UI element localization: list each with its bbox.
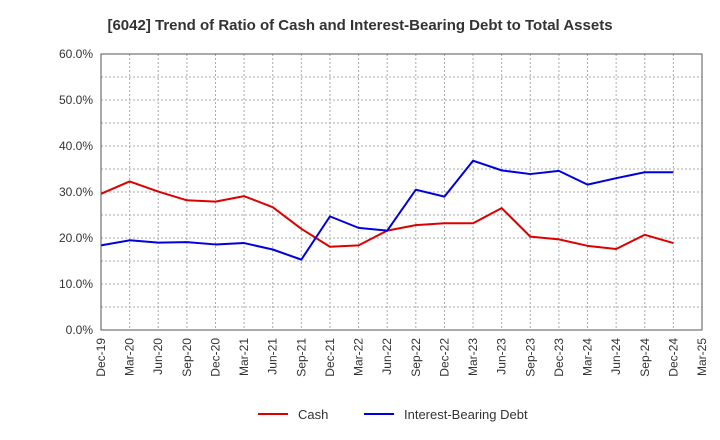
x-axis: Dec-19 Mar-20 Jun-20 Sep-20 Dec-20 Mar-21 Jun-… [94,338,709,377]
x-tick-label: Dec-22 [437,338,451,377]
x-tick-label: Jun-20 [151,338,165,375]
series-line-interest-bearing-debt [100,159,674,261]
legend: Cash Interest-Bearing Debt [258,407,528,422]
x-tick-label: Sep-21 [294,338,308,377]
chart-title: [6042] Trend of Ratio of Cash and Intere… [107,17,612,34]
series-group [100,159,674,261]
grid [100,53,703,331]
x-tick-label: Sep-20 [180,338,194,377]
y-tick-label: 60.0% [59,47,93,61]
y-tick-label: 20.0% [59,231,93,245]
x-tick-label: Mar-23 [466,338,480,376]
x-tick-label: Dec-21 [323,338,337,377]
x-tick-label: Jun-24 [609,338,623,375]
x-tick-label: Sep-24 [638,338,652,377]
legend-label: Cash [298,407,328,422]
x-tick-label: Sep-22 [409,338,423,377]
x-tick-label: Mar-22 [352,338,366,376]
y-tick-label: 40.0% [59,139,93,153]
plot-frame [100,53,703,331]
y-axis: 0.0% 10.0% 20.0% 30.0% 40.0% 50.0% 60.0% [59,47,93,337]
x-tick-label: Dec-23 [552,338,566,377]
x-tick-label: Dec-19 [94,338,108,377]
x-tick-label: Sep-23 [523,338,537,377]
x-tick-label: Mar-20 [123,338,137,376]
y-tick-label: 30.0% [59,185,93,199]
y-tick-label: 0.0% [66,323,94,337]
x-tick-label: Mar-21 [237,338,251,376]
x-tick-label: Dec-24 [666,338,680,377]
x-tick-label: Jun-23 [495,338,509,375]
legend-label: Interest-Bearing Debt [404,407,528,422]
x-tick-label: Mar-24 [581,338,595,376]
x-tick-label: Mar-25 [695,338,709,376]
x-tick-label: Dec-20 [208,338,222,377]
y-tick-label: 10.0% [59,277,93,291]
y-tick-label: 50.0% [59,93,93,107]
x-tick-label: Jun-21 [266,338,280,375]
x-tick-label: Jun-22 [380,338,394,375]
